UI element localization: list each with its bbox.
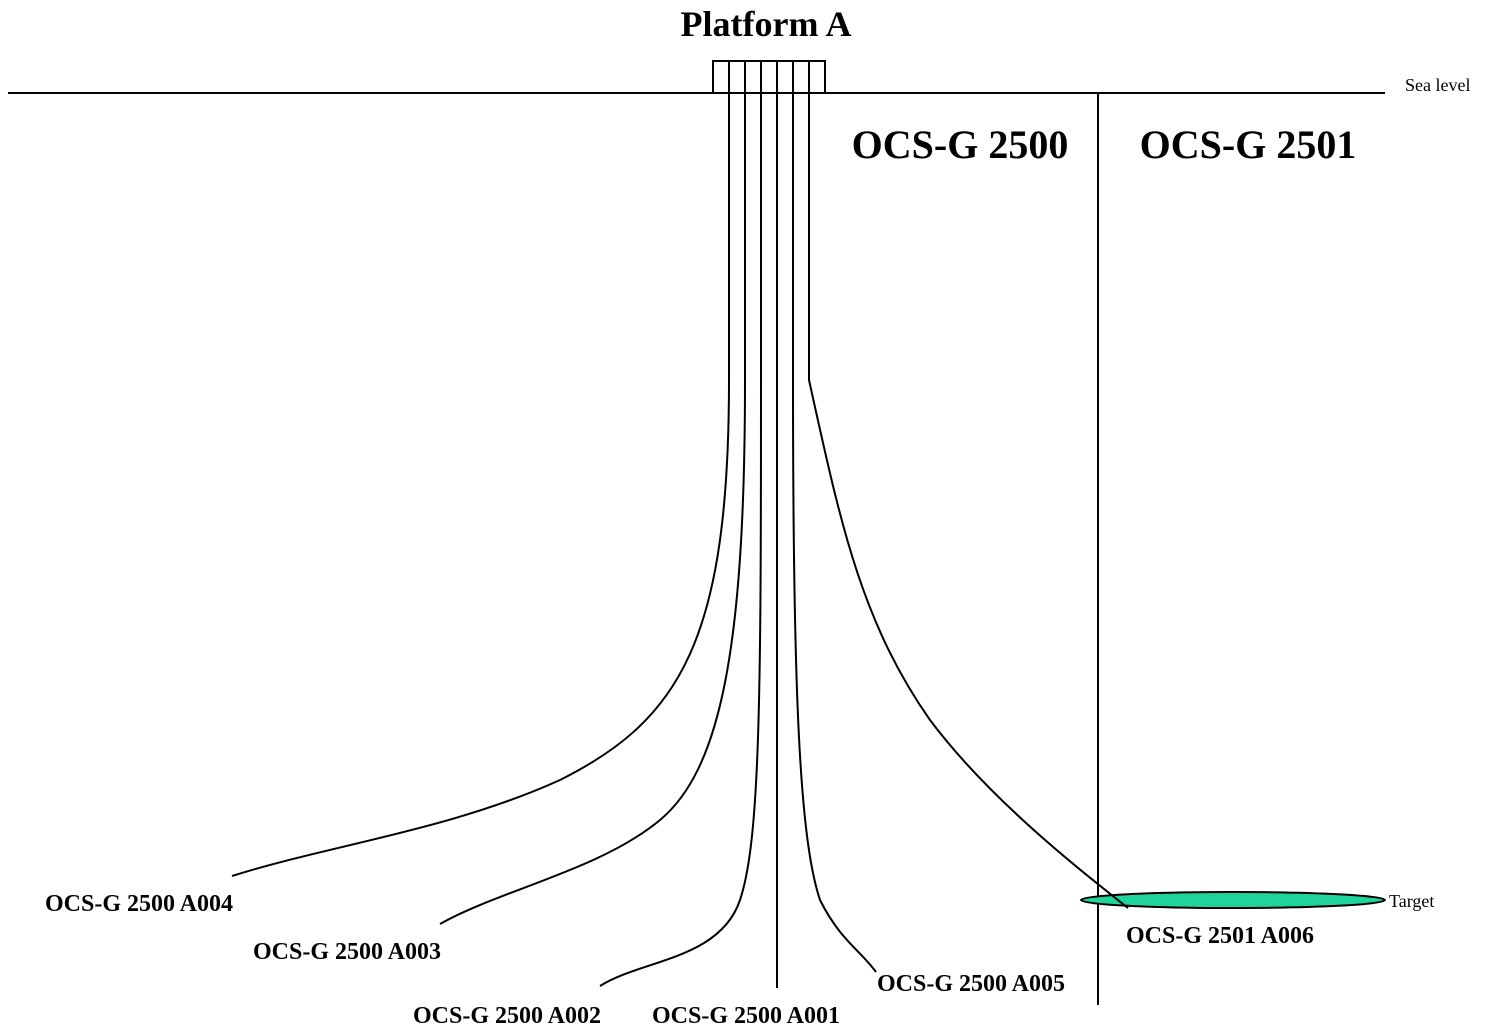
platform-structure [712,60,826,94]
well-path-a003 [439,93,746,925]
target-reservoir [1080,891,1386,909]
well-path-a002 [599,93,762,987]
well-paths [231,93,1129,988]
well-label-a005: OCS-G 2500 A005 [877,971,1065,997]
well-path-a006 [808,93,1129,909]
sea-level-label: Sea level [1405,75,1470,95]
well-label-a001: OCS-G 2500 A001 [652,1003,840,1029]
well-path-a004 [231,93,730,877]
well-path-a005 [792,93,877,973]
target-label: Target [1389,891,1434,911]
well-label-a002: OCS-G 2500 A002 [413,1003,601,1029]
well-label-a003: OCS-G 2500 A003 [253,939,441,965]
well-label-a006: OCS-G 2501 A006 [1126,923,1314,949]
lease-label-right: OCS-G 2501 [1140,122,1357,167]
platform-title: Platform A [681,4,852,44]
lease-label-left: OCS-G 2500 [852,122,1069,167]
well-label-a004: OCS-G 2500 A004 [45,891,233,917]
